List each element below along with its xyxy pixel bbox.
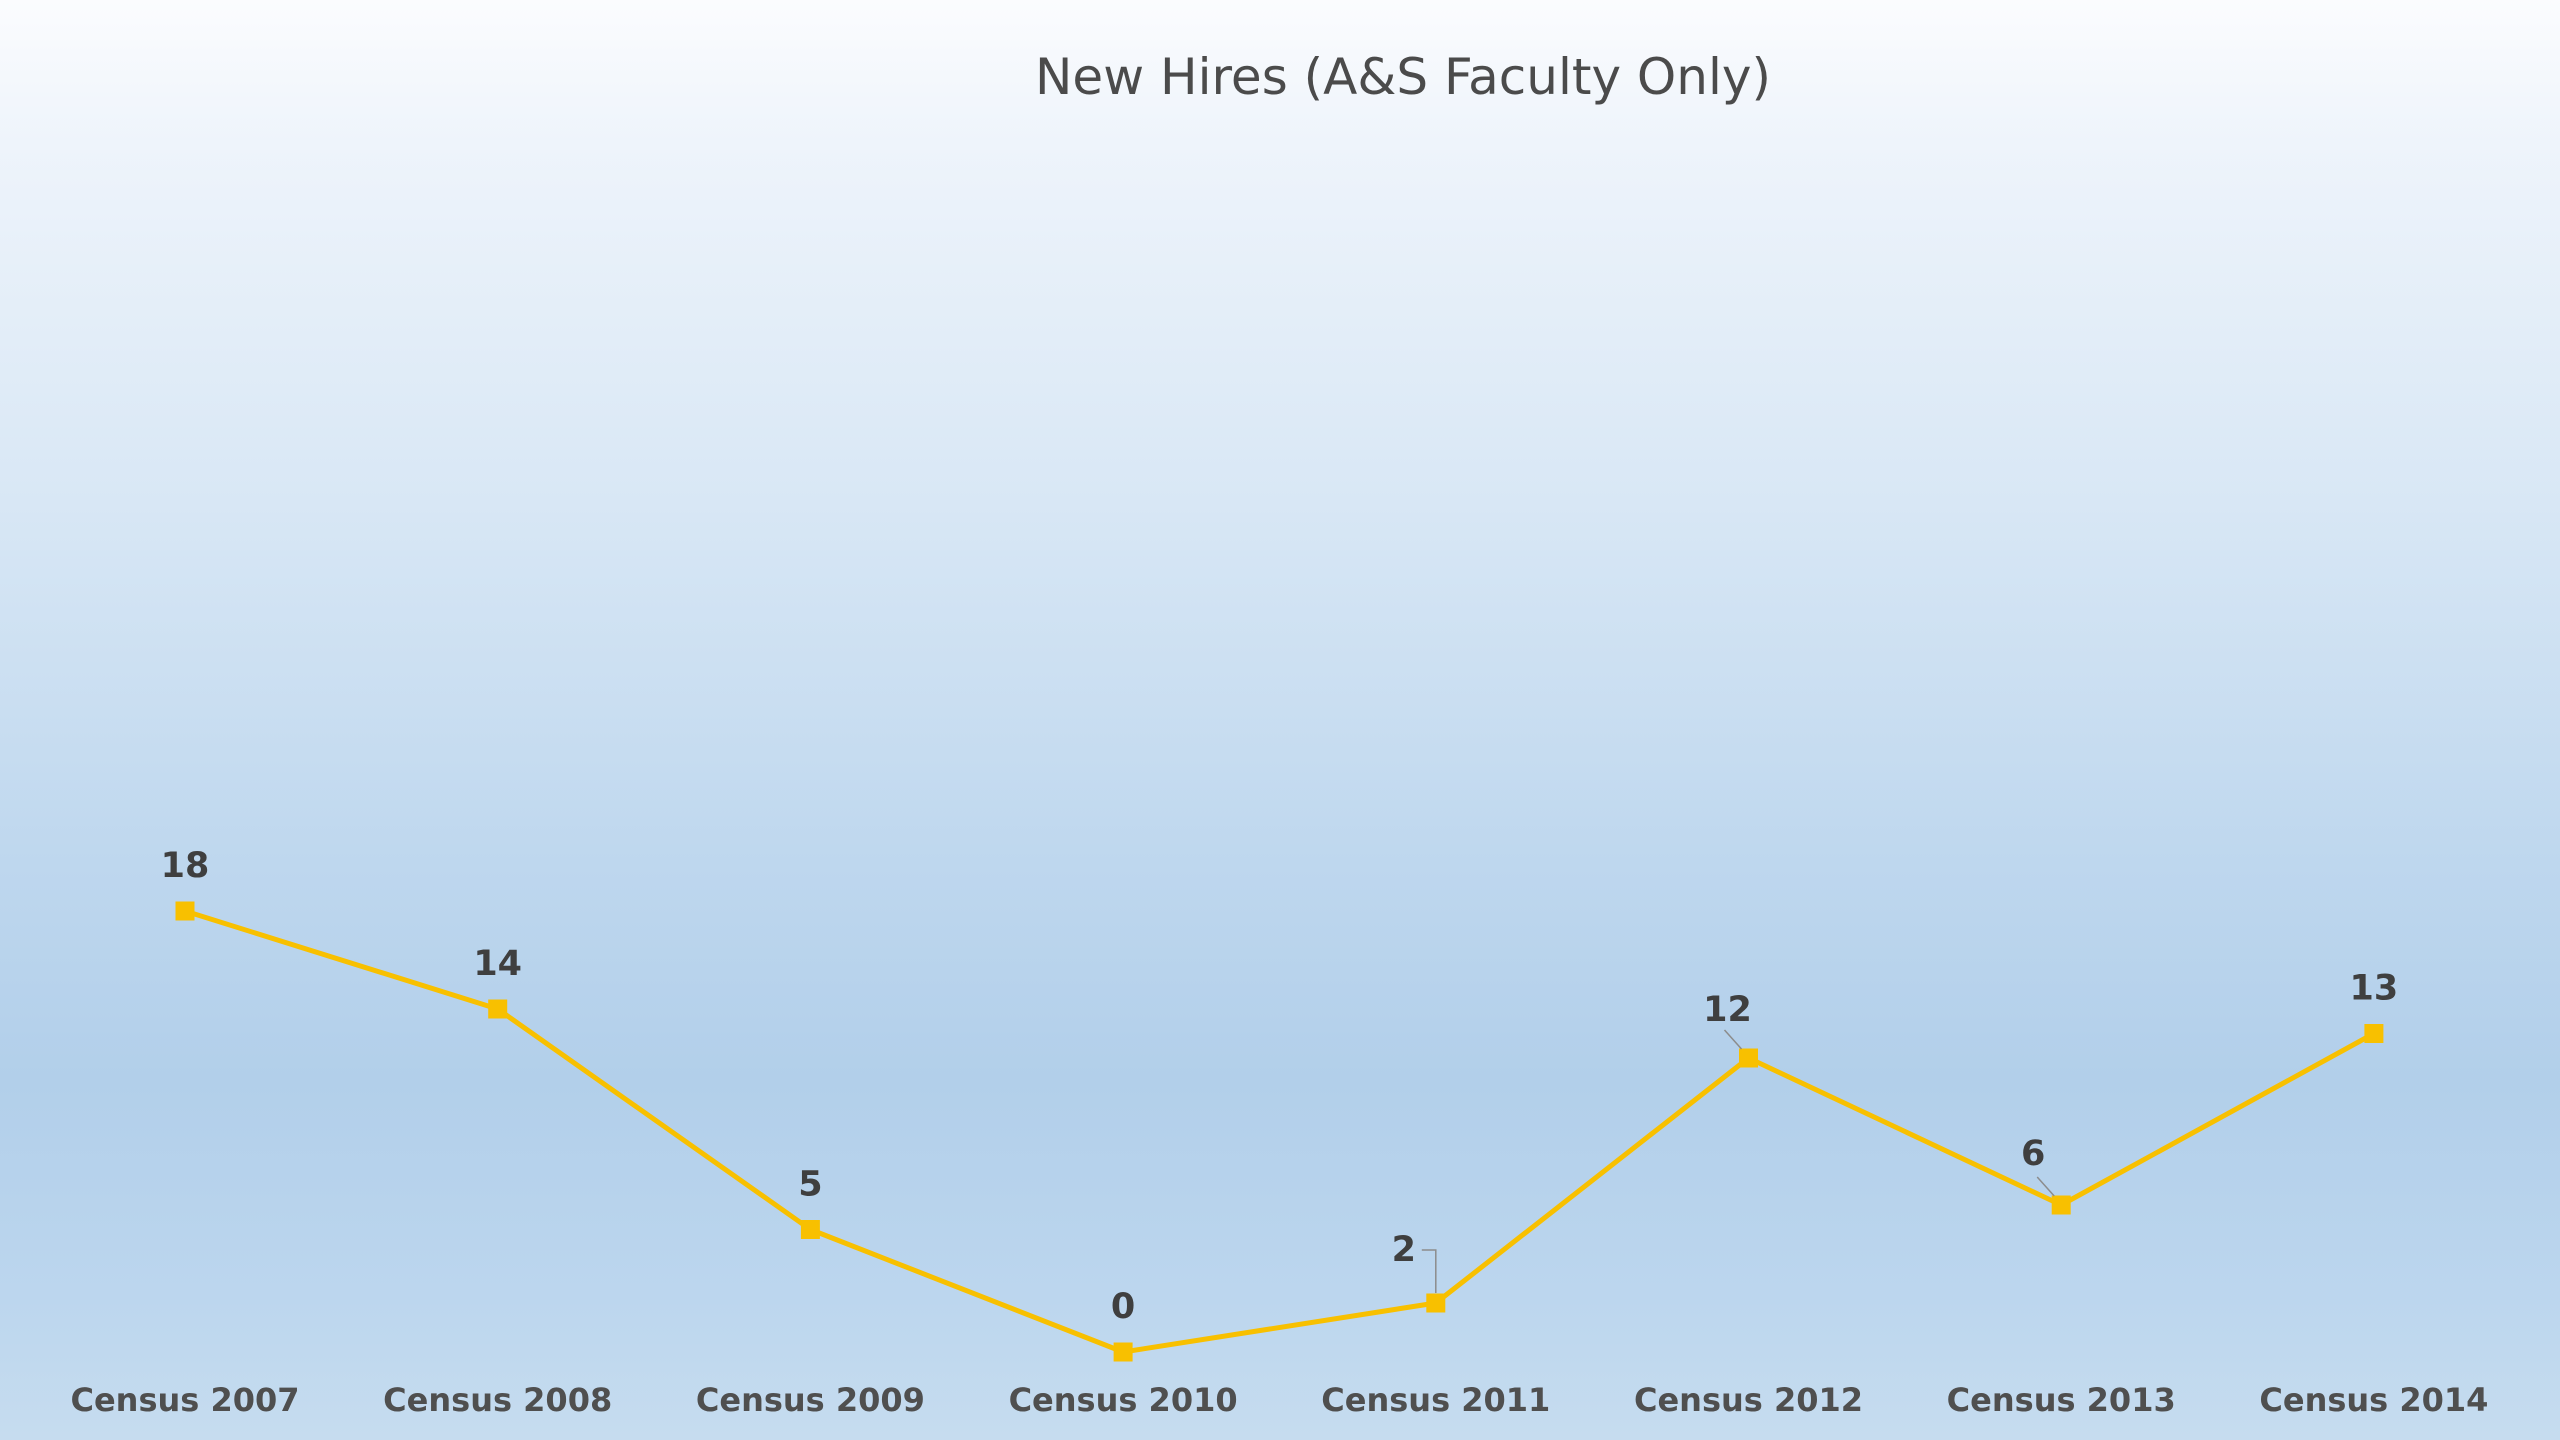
data-label: 6 xyxy=(2021,1134,2045,1174)
data-label: 14 xyxy=(473,944,522,984)
category-label: Census 2007 xyxy=(70,1381,299,1419)
label-leader-line xyxy=(1723,1029,1743,1050)
data-point-marker xyxy=(1426,1293,1446,1313)
markers-layer xyxy=(175,901,2384,1362)
series-line xyxy=(184,908,2376,1355)
data-point-marker xyxy=(800,1220,820,1239)
data-point-marker xyxy=(175,901,195,921)
chart-title: New Hires (A&S Faculty Only) xyxy=(1035,48,1771,106)
data-point-marker xyxy=(488,999,508,1019)
data-label: 12 xyxy=(1703,990,1752,1030)
data-label: 18 xyxy=(161,846,210,886)
category-label: Census 2010 xyxy=(1009,1381,1238,1419)
data-point-marker xyxy=(2051,1195,2071,1215)
data-point-marker xyxy=(1113,1342,1133,1362)
data-label: 0 xyxy=(1111,1287,1135,1327)
label-leader-line xyxy=(2036,1176,2055,1197)
category-label: Census 2014 xyxy=(2259,1381,2488,1419)
category-label: Census 2012 xyxy=(1634,1381,1863,1419)
category-label: Census 2009 xyxy=(696,1381,925,1419)
data-point-marker xyxy=(1739,1048,1758,1068)
category-label: Census 2011 xyxy=(1321,1381,1550,1419)
data-label: 5 xyxy=(798,1165,822,1205)
data-label: 13 xyxy=(2350,969,2399,1009)
data-labels: 18 14 5 0 2 12 6 13 xyxy=(161,846,2399,1327)
series-layer xyxy=(184,908,2376,1355)
category-axis: Census 2007 Census 2008 Census 2009 Census … xyxy=(70,1381,2488,1419)
category-label: Census 2013 xyxy=(1947,1381,2176,1419)
data-label: 2 xyxy=(1392,1230,1416,1270)
data-point-marker xyxy=(2364,1024,2384,1043)
category-label: Census 2008 xyxy=(383,1381,612,1419)
label-leader-line xyxy=(1421,1249,1437,1293)
